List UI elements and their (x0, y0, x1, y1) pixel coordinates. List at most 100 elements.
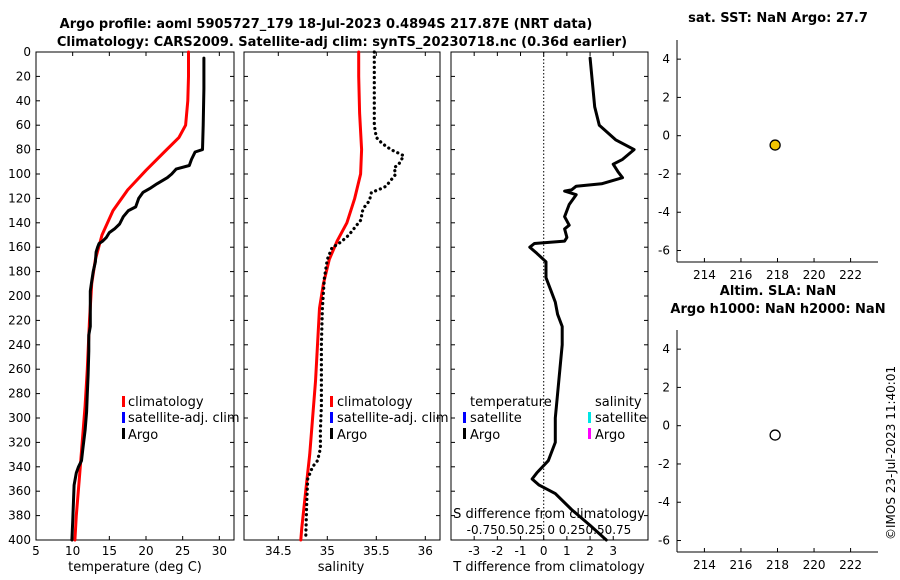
y-tick-label: 2 (662, 90, 670, 104)
depth-tick-label: 280 (8, 387, 31, 401)
s-difference-label: S difference from climatology (453, 507, 645, 522)
salinity-panel: 34.5 35 35.5 36 salinity climatology satell… (243, 50, 449, 575)
sla-panel: Altim. SLA: NaN Argo h1000: NaN h2000: N… (658, 284, 886, 572)
series-line-argo (70, 56, 206, 542)
diff-legend-label-t-argo: Argo (470, 428, 500, 443)
depth-tick-label: 320 (8, 435, 31, 449)
sal-legend-swatch-climatology (330, 396, 333, 407)
x-tick-label: 20 (138, 544, 153, 558)
x-tick-label: -2 (491, 544, 503, 558)
difference-xlabel: T difference from climatology (452, 560, 645, 575)
y-tick-label: -6 (658, 244, 670, 258)
salinity-series (299, 50, 406, 542)
x-tick-label: 34.5 (265, 544, 292, 558)
y-tick-label: 0 (662, 419, 670, 433)
y-tick-label: 4 (662, 342, 670, 356)
x-tick-label: 30 (212, 544, 227, 558)
diff-legend-label-s-satellite: satellite (595, 411, 647, 426)
difference-series (528, 56, 636, 542)
difference-panel: -3 -2 -1 0 1 2 3 T difference from climatology… (450, 51, 649, 575)
diff-legend-swatch-s-argo (588, 428, 591, 439)
depth-tick-label: 160 (8, 240, 31, 254)
figure-title-line1: Argo profile: aoml 5905727_179 18-Jul-20… (60, 17, 593, 32)
location-marker (769, 139, 781, 151)
y-tick-label: 4 (662, 52, 670, 66)
legend-label-climatology: climatology (128, 395, 204, 410)
x-tick-label: 5 (32, 544, 40, 558)
legend-swatch-argo (122, 428, 125, 439)
y-tick-label: 0 (662, 129, 670, 143)
depth-tick-label: 120 (8, 191, 31, 205)
depth-tick-label: 100 (8, 167, 31, 181)
x-tick-label: 214 (693, 558, 716, 572)
legend-label-satellite: satellite-adj. clim (128, 411, 240, 426)
sal-legend-label-argo: Argo (337, 428, 367, 443)
depth-tick-label: 220 (8, 313, 31, 327)
legend-title-temperature: temperature (470, 395, 552, 410)
legend-swatch-climatology (122, 396, 125, 407)
x-tick-label: 214 (693, 268, 716, 282)
sal-legend-swatch-satellite (330, 412, 333, 423)
sal-legend-label-climatology: climatology (337, 395, 413, 410)
temperature-series (70, 50, 206, 542)
x-tick-label: 36 (418, 544, 433, 558)
sst-axes: 4 2 0 -2 -4 -6 214 216 218 220 222 (658, 40, 878, 282)
x-tick-label: 25 (175, 544, 190, 558)
depth-tick-label: 240 (8, 338, 31, 352)
y-tick-label: -4 (658, 495, 670, 509)
sst-markers (769, 139, 781, 151)
legend-title-salinity: salinity (595, 395, 642, 410)
sal-legend-label-satellite: satellite-adj. clim (337, 411, 449, 426)
depth-axis: 0 20 40 60 80 100 120 140 160 180 200 220 240 260 280 3… (8, 45, 234, 547)
temperature-x-axis: 5 10 15 20 25 30 (32, 52, 227, 558)
sla-axes: 4 2 0 -2 -4 -6 214 216 218 220 222 (658, 330, 878, 572)
x-tick-label: 3 (609, 544, 617, 558)
y-tick-label: -2 (658, 457, 670, 471)
depth-tick-label: 40 (16, 94, 31, 108)
y-tick-label: -4 (658, 205, 670, 219)
diff-legend-label-s-argo: Argo (595, 428, 625, 443)
x-tick-label: 220 (803, 268, 826, 282)
s-difference-ticks: -0.750.50.25 0 0.250.50.75 (467, 523, 632, 537)
x-tick-label: 222 (839, 268, 862, 282)
legend-label-argo: Argo (128, 428, 158, 443)
diff-legend-swatch-t-argo (463, 428, 466, 439)
y-tick-label: 2 (662, 380, 670, 394)
depth-tick-label: 180 (8, 265, 31, 279)
series-line-argo-t-difference (528, 56, 636, 542)
temperature-xlabel: temperature (deg C) (68, 560, 202, 575)
depth-tick-label: 20 (16, 69, 31, 83)
sla-markers (769, 429, 781, 441)
x-tick-label: 220 (803, 558, 826, 572)
x-tick-label: 216 (730, 268, 753, 282)
salinity-xlabel: salinity (318, 560, 365, 575)
x-tick-label: 35.5 (363, 544, 390, 558)
temperature-panel: 0 20 40 60 80 100 120 140 160 180 200 220 240 260 280 3… (8, 45, 240, 575)
sla-title-line2: Argo h1000: NaN h2000: NaN (670, 302, 885, 317)
salinity-depth-ticks (244, 51, 440, 541)
diff-legend-swatch-t-satellite (463, 412, 466, 423)
temperature-legend: climatology satellite-adj. clim Argo (122, 395, 240, 443)
salinity-x-axis: 34.5 35 35.5 36 (265, 52, 433, 558)
series-line-argo (304, 50, 406, 542)
x-tick-label: 2 (586, 544, 594, 558)
x-tick-label: 0 (540, 544, 548, 558)
depth-tick-label: 60 (16, 118, 31, 132)
diff-legend-label-t-satellite: satellite (470, 411, 522, 426)
x-tick-label: 216 (730, 558, 753, 572)
difference-x-axis: -3 -2 -1 0 1 2 3 (468, 52, 617, 558)
x-tick-label: 1 (563, 544, 571, 558)
depth-tick-label: 380 (8, 509, 31, 523)
depth-tick-label: 80 (16, 143, 31, 157)
sla-title-line1: Altim. SLA: NaN (720, 284, 836, 299)
x-tick-label: 10 (65, 544, 80, 558)
difference-axes-box (450, 51, 649, 541)
salinity-axes-box (243, 51, 441, 541)
depth-tick-label: 360 (8, 484, 31, 498)
figure-title-line2: Climatology: CARS2009. Satellite-adj cli… (57, 35, 627, 50)
x-tick-label: 222 (839, 558, 862, 572)
series-line-climatology (73, 50, 190, 542)
sst-title: sat. SST: NaN Argo: 27.7 (688, 11, 868, 26)
y-tick-label: -6 (658, 534, 670, 548)
